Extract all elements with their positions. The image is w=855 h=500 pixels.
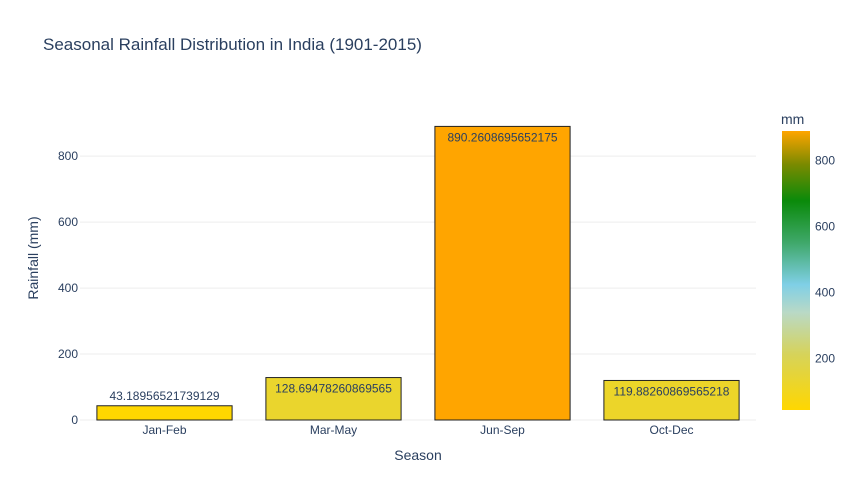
colorbar-title: mm: [781, 111, 804, 127]
y-tick-label: 400: [58, 281, 78, 295]
bars: [96, 125, 740, 421]
colorbar-ticks: 200 400 600 800: [815, 154, 835, 366]
x-axis-title: Season: [394, 447, 441, 463]
colorbar-tick-label: 600: [815, 220, 835, 234]
y-tick-label: 600: [58, 215, 78, 229]
y-tick-label: 800: [58, 149, 78, 163]
bar-value-label: 43.18956521739129: [109, 389, 219, 403]
x-tick-label: Mar-May: [310, 423, 357, 437]
bar-value-label: 128.69478260869565: [275, 382, 392, 396]
x-tick-label: Jun-Sep: [480, 423, 525, 437]
y-axis-ticks: 0 200 400 600 800: [58, 149, 78, 427]
colorbar-tick-label: 800: [815, 154, 835, 168]
y-tick-label: 0: [71, 413, 78, 427]
colorbar-gradient: [782, 131, 810, 410]
colorbar-tick-label: 200: [815, 351, 835, 365]
bar-mar-may: [265, 377, 402, 421]
y-axis-title: Rainfall (mm): [25, 216, 41, 299]
x-tick-label: Oct-Dec: [649, 423, 693, 437]
bar-value-label: 890.2608695652175: [447, 130, 557, 144]
x-axis-ticks: Jan-Feb Mar-May Jun-Sep Oct-Dec: [142, 423, 693, 437]
bar-value-label: 119.88260869565218: [614, 384, 730, 398]
colorbar: mm 200 400 600 800: [781, 111, 835, 410]
bar-jan-feb: [96, 405, 233, 421]
bar-jun-sep: [434, 125, 571, 421]
chart-title: Seasonal Rainfall Distribution in India …: [43, 35, 422, 54]
x-tick-label: Jan-Feb: [142, 423, 186, 437]
colorbar-tick-label: 400: [815, 285, 835, 299]
bar-oct-dec: [603, 379, 740, 421]
bar-labels: 43.18956521739129 128.69478260869565 890.2…: [109, 130, 729, 402]
y-tick-label: 200: [58, 347, 78, 361]
